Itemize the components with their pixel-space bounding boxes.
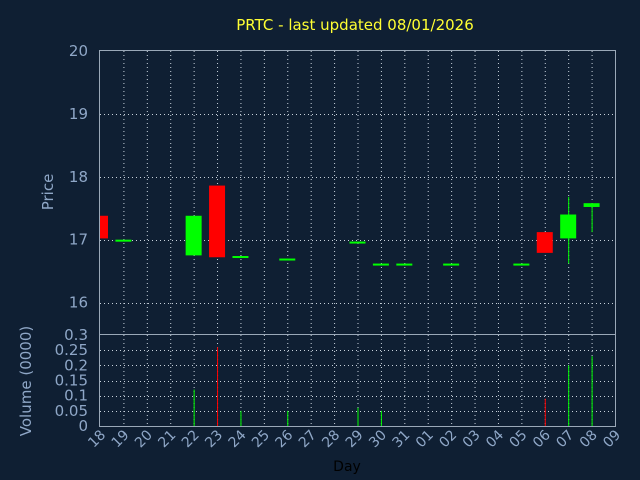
candle-body — [232, 256, 249, 259]
price-y-tick-label: 16 — [69, 294, 88, 312]
candle-body — [279, 258, 296, 261]
candle-body — [396, 263, 413, 266]
volume-y-tick-label: 0 — [78, 417, 88, 435]
volume-y-tick-label: 0.2 — [64, 356, 88, 374]
price-y-tick-label: 20 — [69, 42, 88, 60]
price-y-ticks: 16 17 18 19 20 — [69, 42, 88, 312]
price-candles — [100, 185, 600, 266]
volume-panel-frame — [99, 334, 616, 427]
candle-body — [583, 203, 600, 207]
candle-body — [185, 215, 202, 256]
price-axis-label: Price — [39, 174, 57, 211]
candle-body — [372, 263, 389, 266]
chart-title: PRTC - last updated 08/01/2026 — [236, 16, 474, 34]
candle-body — [513, 263, 530, 266]
volume-y-tick-label: 0.1 — [64, 387, 88, 405]
price-y-tick-label: 17 — [69, 231, 88, 249]
candle-body — [115, 239, 132, 242]
volume-y-tick-label: 0.05 — [55, 402, 88, 420]
candle-body — [560, 214, 577, 239]
candle-body — [443, 263, 460, 266]
candle-body — [536, 232, 553, 253]
candle-body — [209, 185, 226, 258]
volume-axis-label: Volume (0000) — [17, 326, 35, 436]
volume-bars — [193, 347, 593, 426]
candle-body — [349, 241, 366, 244]
x-tick-labels: 18 19 20 21 22 23 24 25 26 27 28 29 30 31 01 02 03 04 05 06… — [85, 427, 624, 451]
volume-y-tick-label: 0.25 — [55, 341, 88, 359]
volume-y-tick-label: 0.15 — [55, 372, 88, 390]
price-y-tick-label: 18 — [69, 168, 88, 186]
volume-y-ticks: 00.050.10.150.20.250.3 — [55, 326, 88, 435]
candle-body — [100, 215, 108, 239]
x-axis-label: Day — [333, 459, 361, 475]
volume-y-tick-label: 0.3 — [64, 326, 88, 344]
price-y-tick-label: 19 — [69, 105, 88, 123]
